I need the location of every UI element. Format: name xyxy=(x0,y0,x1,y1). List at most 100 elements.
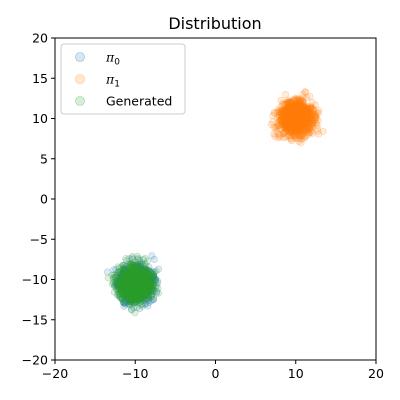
data-point xyxy=(136,282,144,290)
data-point xyxy=(122,275,130,283)
data-point xyxy=(134,286,142,294)
data-point xyxy=(127,280,135,288)
data-point xyxy=(127,288,135,296)
data-point xyxy=(127,284,135,292)
data-point xyxy=(132,268,140,276)
data-point xyxy=(132,280,140,288)
y-tick-label: 20 xyxy=(32,31,48,46)
data-point xyxy=(128,279,136,287)
data-point xyxy=(144,283,152,291)
data-point xyxy=(137,301,145,309)
data-point xyxy=(126,274,134,282)
data-point xyxy=(131,273,139,281)
data-point xyxy=(138,282,146,290)
data-point xyxy=(111,273,119,281)
data-point xyxy=(133,286,141,294)
data-point xyxy=(126,274,134,282)
data-point xyxy=(117,287,125,295)
data-point xyxy=(141,273,149,281)
data-point xyxy=(133,292,141,300)
data-point xyxy=(133,272,141,280)
data-point xyxy=(126,285,134,293)
data-point xyxy=(129,273,137,281)
data-point xyxy=(283,125,291,133)
data-point xyxy=(128,254,136,262)
data-point xyxy=(132,275,140,283)
data-point xyxy=(126,263,134,271)
data-point xyxy=(127,280,135,288)
data-point xyxy=(120,299,128,307)
data-point xyxy=(122,268,130,276)
data-point xyxy=(129,296,137,304)
data-point xyxy=(137,287,145,295)
data-point xyxy=(125,276,133,284)
data-point xyxy=(307,105,315,113)
data-point xyxy=(135,264,143,272)
data-point xyxy=(136,279,144,287)
data-point xyxy=(269,112,277,120)
data-point xyxy=(122,297,130,305)
data-point xyxy=(125,291,133,299)
data-point xyxy=(125,280,133,288)
data-point xyxy=(118,263,126,271)
data-point xyxy=(130,295,138,303)
data-point xyxy=(135,276,143,284)
data-point xyxy=(122,282,130,290)
data-point xyxy=(130,289,138,297)
data-point xyxy=(138,272,146,280)
data-point xyxy=(121,287,129,295)
data-point xyxy=(127,297,135,305)
data-point xyxy=(123,274,131,282)
data-point xyxy=(296,124,304,132)
data-point xyxy=(138,274,146,282)
data-point xyxy=(128,276,136,284)
y-tick-label: −15 xyxy=(22,312,48,327)
data-point xyxy=(149,296,157,304)
data-point xyxy=(126,263,134,271)
data-point xyxy=(120,278,128,286)
data-point xyxy=(290,107,298,115)
data-point xyxy=(120,274,128,282)
data-point xyxy=(121,286,129,294)
data-point xyxy=(130,288,138,296)
data-point xyxy=(138,268,146,276)
y-tick-label: 0 xyxy=(40,192,48,207)
data-point xyxy=(137,279,145,287)
data-point xyxy=(153,287,161,295)
data-point xyxy=(136,265,144,273)
data-point xyxy=(119,291,127,299)
data-point xyxy=(144,275,152,283)
data-point xyxy=(125,272,133,280)
data-point xyxy=(123,282,131,290)
data-point xyxy=(141,282,149,290)
data-point xyxy=(131,274,139,282)
data-point xyxy=(131,277,139,285)
data-point xyxy=(141,255,149,263)
data-point xyxy=(122,286,130,294)
data-point xyxy=(140,280,148,288)
data-point xyxy=(123,276,131,284)
data-point xyxy=(119,271,127,279)
data-point xyxy=(136,277,144,285)
data-point xyxy=(134,275,142,283)
data-point xyxy=(134,282,142,290)
data-point xyxy=(129,277,137,285)
data-point xyxy=(120,279,128,287)
data-point xyxy=(136,275,144,283)
data-point xyxy=(136,276,144,284)
data-point xyxy=(282,90,290,98)
data-point xyxy=(127,279,135,287)
data-point xyxy=(123,283,131,291)
data-point xyxy=(123,293,131,301)
data-point xyxy=(120,281,128,289)
data-point xyxy=(135,289,143,297)
data-point xyxy=(133,272,141,280)
data-point xyxy=(116,276,124,284)
data-point xyxy=(142,300,150,308)
data-point xyxy=(133,273,141,281)
data-point xyxy=(138,301,146,309)
data-point xyxy=(124,269,132,277)
data-point xyxy=(137,276,145,284)
data-point xyxy=(136,294,144,302)
